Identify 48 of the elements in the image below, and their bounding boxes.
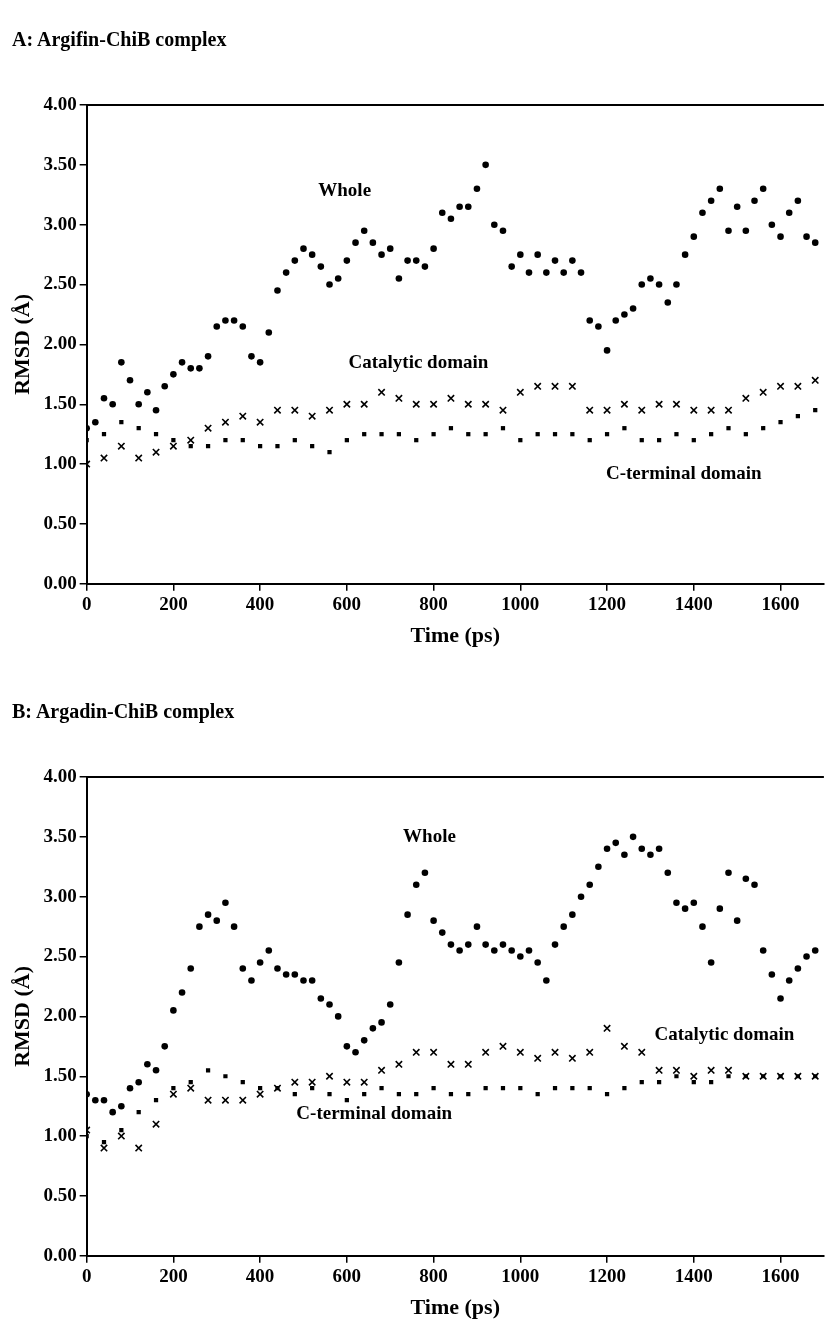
x-tick-label: 1000 (501, 593, 540, 615)
x-tick-label: 800 (419, 1265, 448, 1287)
y-tick-label: 0.50 (43, 1183, 77, 1205)
y-tick-label: 3.00 (43, 212, 77, 234)
y-tick-label: 2.00 (43, 332, 77, 354)
y-tick-label: 2.50 (43, 272, 77, 294)
y-tick-label: 0.00 (43, 1243, 77, 1265)
series-label: Catalytic domain (654, 1023, 795, 1045)
y-axis-title: RMSD (Å) (8, 965, 34, 1067)
x-tick-label: 1600 (761, 1265, 800, 1287)
x-tick-label: 200 (159, 1265, 188, 1287)
x-tick-label: 600 (332, 593, 362, 615)
y-tick-label: 1.50 (43, 1064, 77, 1086)
y-tick-label: 0.50 (43, 511, 77, 533)
x-tick-label: 800 (419, 593, 448, 615)
y-tick-label: 3.50 (43, 152, 77, 174)
x-axis-title: Time (ps) (410, 1294, 500, 1320)
x-tick-label: 1000 (501, 1265, 540, 1287)
chart-title: A: Argifin-ChiB complex (12, 28, 227, 51)
series-label: Catalytic domain (348, 351, 489, 373)
x-tick-label: 400 (245, 593, 275, 615)
y-tick-label: 1.00 (43, 1124, 77, 1146)
series-label: Whole (403, 824, 456, 846)
x-tick-label: 1400 (674, 1265, 713, 1287)
series-label: C-terminal domain (605, 461, 763, 483)
y-tick-label: 4.00 (43, 764, 77, 786)
x-tick-label: 600 (332, 1265, 362, 1287)
y-tick-label: 3.50 (43, 824, 77, 846)
x-tick-label: 0 (81, 593, 92, 615)
x-tick-label: 0 (81, 1265, 92, 1287)
y-axis-title: RMSD (Å) (8, 293, 34, 395)
y-tick-label: 0.00 (43, 571, 77, 593)
x-tick-label: 200 (159, 593, 188, 615)
x-tick-label: 400 (245, 1265, 275, 1287)
chart-title: B: Argadin-ChiB complex (12, 700, 235, 723)
x-tick-label: 1200 (588, 1265, 627, 1287)
x-tick-label: 1200 (588, 593, 627, 615)
y-tick-label: 2.00 (43, 1004, 77, 1026)
y-tick-label: 4.00 (43, 92, 77, 114)
x-tick-label: 1600 (761, 593, 800, 615)
series-label: C-terminal domain (296, 1102, 453, 1124)
y-tick-label: 3.00 (43, 884, 77, 906)
x-axis-title: Time (ps) (410, 622, 500, 648)
x-tick-label: 1400 (674, 593, 713, 615)
series-label: Whole (318, 179, 372, 201)
y-tick-label: 2.50 (43, 944, 77, 966)
y-tick-label: 1.50 (43, 392, 77, 414)
y-tick-label: 1.00 (43, 452, 77, 474)
